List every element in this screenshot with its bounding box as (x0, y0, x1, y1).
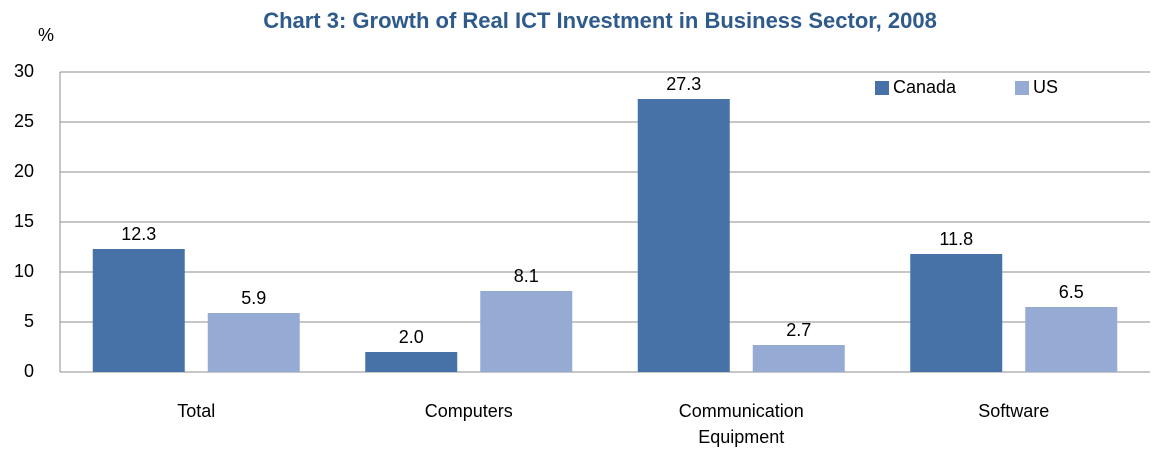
bar (910, 254, 1003, 372)
data-label: 27.3 (666, 74, 701, 94)
legend-swatch (875, 81, 889, 95)
legend-swatch (1015, 81, 1029, 95)
x-tick-label: Communication Equipment (678, 401, 804, 447)
x-tick-label: Total (177, 401, 216, 421)
bar (1025, 307, 1118, 372)
bar (207, 313, 300, 372)
data-label: 2.7 (786, 320, 811, 340)
y-axis-label: % (38, 25, 54, 45)
data-label: 5.9 (241, 288, 266, 308)
bar (92, 249, 185, 372)
data-label: 6.5 (1059, 282, 1084, 302)
legend-label: Canada (893, 77, 957, 97)
bar (752, 345, 845, 372)
bar (480, 291, 573, 372)
y-tick-label: 20 (14, 161, 34, 181)
x-tick-label: Software (978, 401, 1050, 421)
y-tick-label: 25 (14, 111, 34, 131)
y-tick-label: 5 (24, 311, 34, 331)
y-tick-label: 15 (14, 211, 34, 231)
legend-label: US (1033, 77, 1058, 97)
bar (637, 99, 730, 372)
y-tick-label: 30 (14, 61, 34, 81)
y-tick-label: 10 (14, 261, 34, 281)
bar (365, 352, 458, 372)
x-tick-label: Computers (424, 401, 513, 421)
chart-title: Chart 3: Growth of Real ICT Investment i… (263, 8, 937, 33)
data-label: 11.8 (939, 229, 973, 249)
data-label: 12.3 (121, 224, 156, 244)
y-tick-label: 0 (24, 361, 34, 381)
data-label: 8.1 (514, 266, 539, 286)
data-label: 2.0 (399, 327, 424, 347)
